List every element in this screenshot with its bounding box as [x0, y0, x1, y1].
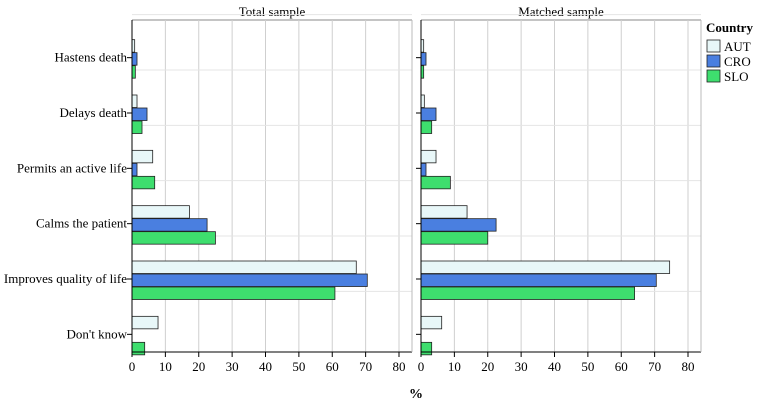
bar-matched-sample-delays-death-slo	[420, 120, 433, 134]
bar-matched-sample-improves-quality-of-life-cro	[420, 273, 657, 287]
x-tick-label: 20	[481, 359, 494, 374]
bar-total-sample-improves-quality-of-life-slo	[131, 286, 336, 300]
bar-total-sample-calms-the-patient-aut	[131, 205, 190, 219]
legend-label-cro: CRO	[724, 54, 751, 69]
bar-total-sample-calms-the-patient-slo	[131, 231, 216, 245]
x-tick-label: 70	[648, 359, 661, 374]
bar-total-sample-permits-an-active-life-slo	[131, 175, 156, 190]
x-tick-label: 60	[326, 359, 339, 374]
x-tick-label: 50	[292, 359, 305, 374]
x-tick-label: 70	[359, 359, 372, 374]
bar-total-sample-don-t-know-aut	[131, 315, 159, 330]
x-tick-label: 20	[192, 359, 205, 374]
bar-total-sample-improves-quality-of-life-aut	[131, 260, 357, 274]
bar-matched-sample-improves-quality-of-life-slo	[420, 286, 636, 300]
x-tick-label: 0	[129, 359, 136, 374]
category-labels: Hastens death Delays death Permits an acti…	[4, 50, 128, 342]
x-tick-label: 30	[515, 359, 528, 374]
bar-total-sample-calms-the-patient-cro	[131, 218, 208, 232]
bar-matched-sample-don-t-know-aut	[420, 315, 443, 330]
category-label-hastens-death: Hastens death	[54, 50, 127, 65]
x-tick-label: 40	[548, 359, 561, 374]
panel-title: Matched sample	[518, 4, 604, 19]
x-tick-label: 80	[393, 359, 406, 374]
bar-matched-sample-permits-an-active-life-aut	[420, 149, 437, 164]
x-tick-label: 80	[682, 359, 695, 374]
legend-label-aut: AUT	[724, 39, 751, 54]
bar-total-sample-don-t-know-slo	[131, 341, 146, 356]
x-tick-label: 10	[159, 359, 172, 374]
bar-total-sample-delays-death-cro	[131, 107, 148, 121]
bar-matched-sample-calms-the-patient-cro	[420, 218, 497, 232]
category-label-delays-death: Delays death	[59, 105, 127, 120]
bar-total-sample-improves-quality-of-life-cro	[131, 273, 368, 287]
x-tick-label: 30	[226, 359, 239, 374]
x-tick-label: 60	[615, 359, 628, 374]
bar-matched-sample-delays-death-cro	[420, 107, 437, 121]
bar-total-sample-permits-an-active-life-cro	[131, 162, 138, 177]
legend-swatch-slo	[706, 69, 721, 83]
legend-title: Country	[706, 20, 753, 35]
legend-swatch-aut	[706, 39, 721, 53]
x-tick-label: 0	[418, 359, 425, 374]
bar-total-sample-delays-death-slo	[131, 120, 143, 134]
category-label-permits-an-active-life: Permits an active life	[17, 160, 127, 175]
panel-title: Total sample	[239, 4, 306, 19]
bar-total-sample-hastens-death-cro	[131, 52, 138, 66]
bar-matched-sample-delays-death-aut	[420, 94, 425, 108]
bar-total-sample-hastens-death-slo	[131, 65, 136, 79]
x-axis-label: %	[409, 387, 423, 402]
bar-matched-sample-permits-an-active-life-slo	[420, 175, 451, 190]
x-tick-label: 10	[448, 359, 461, 374]
category-label-improves-quality-of-life: Improves quality of life	[4, 271, 127, 286]
category-label-calms-the-patient: Calms the patient	[36, 216, 127, 231]
bar-matched-sample-permits-an-active-life-cro	[420, 162, 427, 177]
bar-matched-sample-hastens-death-cro	[420, 52, 427, 66]
bar-matched-sample-don-t-know-slo	[420, 341, 433, 356]
x-tick-label: 40	[259, 359, 272, 374]
legend-swatch-cro	[706, 54, 721, 68]
bar-total-sample-delays-death-aut	[131, 94, 138, 108]
x-tick-label: 50	[581, 359, 594, 374]
legend-label-slo: SLO	[724, 69, 749, 84]
bar-total-sample-permits-an-active-life-aut	[131, 149, 154, 164]
panel-total-sample: Total sample 0 10 20 30 40 50 60 70 80	[127, 4, 413, 374]
bar-matched-sample-calms-the-patient-slo	[420, 231, 489, 245]
bar-matched-sample-calms-the-patient-aut	[420, 205, 468, 219]
category-label-don-t-know: Don't know	[67, 326, 128, 341]
panel-matched-sample: Matched sample 0 10 20 30 40 50 60 70 80	[416, 4, 702, 374]
bar-matched-sample-improves-quality-of-life-aut	[420, 260, 671, 274]
